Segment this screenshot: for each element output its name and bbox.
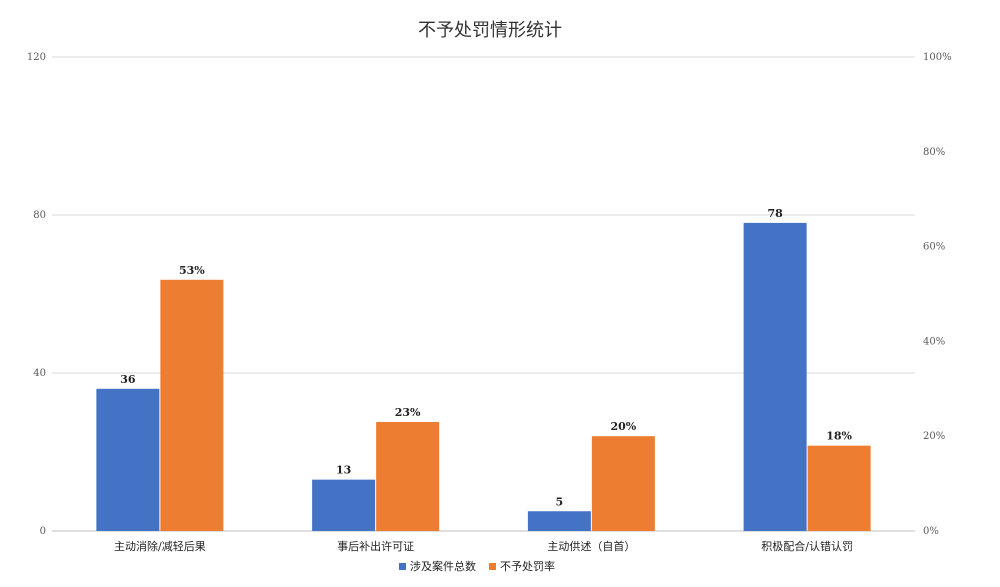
bar (591, 436, 655, 531)
left-axis-tick-label: 40 (33, 368, 46, 379)
data-label: 20% (610, 420, 636, 433)
right-axis-tick-label: 20% (923, 431, 945, 442)
right-axis-tick-label: 40% (923, 336, 945, 347)
bar (376, 421, 440, 531)
data-label: 18% (826, 430, 852, 443)
right-axis-tick-label: 100% (923, 52, 952, 63)
bar (96, 388, 160, 531)
left-axis: 0 40 80 120 (27, 52, 46, 537)
legend-label: 涉及案件总数 (410, 559, 476, 573)
category-labels: 主动消除/减轻后果 事后补出许可证 主动供述（自首） 积极配合/认错认罚 (114, 539, 853, 553)
bar (312, 479, 376, 531)
right-axis: 0% 20% 40% 60% 80% 100% (923, 52, 952, 537)
left-axis-tick-label: 80 (33, 210, 46, 221)
data-labels: 36 53% 13 23% 5 20% 78 18% (120, 207, 852, 508)
bars (96, 222, 871, 531)
category-label: 主动供述（自首） (547, 539, 635, 553)
legend-swatch (399, 563, 406, 570)
data-label: 36 (120, 373, 136, 386)
legend-label: 不予处罚率 (500, 559, 555, 573)
right-axis-tick-label: 60% (923, 242, 945, 253)
category-label: 事后补出许可证 (337, 539, 414, 553)
chart-title: 不予处罚情形统计 (418, 20, 562, 41)
right-axis-tick-label: 0% (923, 526, 939, 537)
right-axis-tick-label: 80% (923, 147, 945, 158)
legend: 涉及案件总数 不予处罚率 (399, 559, 555, 573)
bar (527, 511, 591, 531)
bar (160, 279, 224, 531)
data-label: 53% (179, 264, 205, 277)
bar (807, 445, 871, 531)
category-label: 主动消除/减轻后果 (114, 539, 206, 553)
category-label: 积极配合/认错认罚 (761, 539, 853, 553)
bar (743, 222, 807, 531)
left-axis-tick-label: 120 (27, 52, 46, 63)
data-label: 5 (556, 495, 564, 508)
data-label: 78 (767, 207, 783, 220)
data-label: 23% (395, 406, 421, 419)
data-label: 13 (336, 464, 351, 477)
legend-swatch (489, 563, 496, 570)
left-axis-tick-label: 0 (40, 526, 46, 537)
